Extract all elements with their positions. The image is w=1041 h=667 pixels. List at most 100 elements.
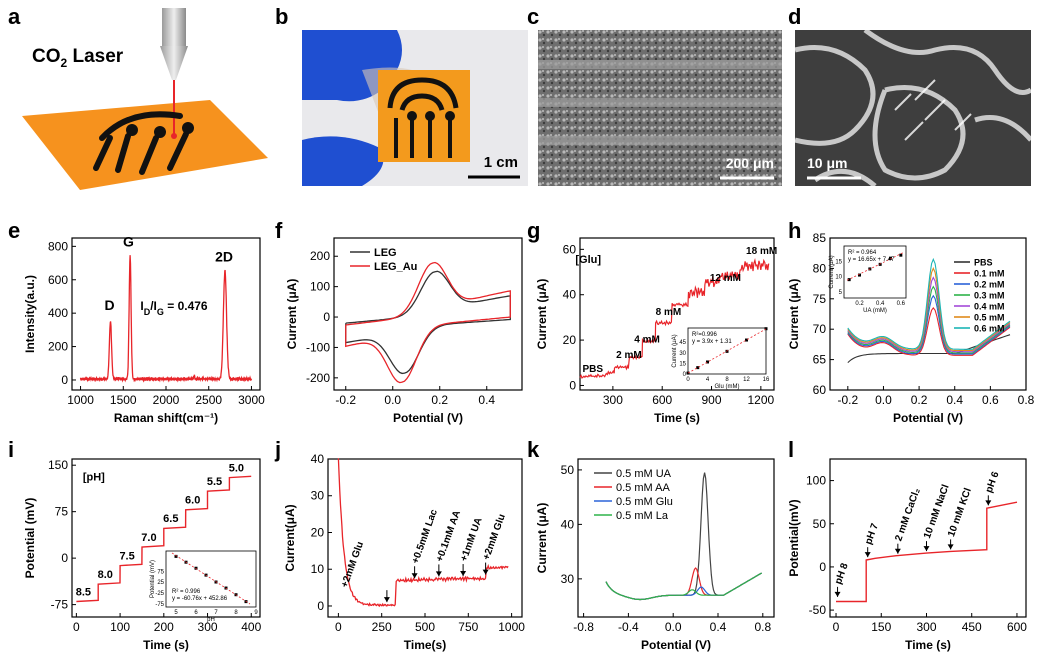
x-tick-label: 0 (73, 620, 80, 634)
dpv-curve (847, 257, 1011, 350)
step-label: 6.5 (163, 513, 178, 525)
arrow-head (834, 591, 841, 597)
x-tick-label: -0.8 (573, 620, 594, 634)
inset-frame (165, 550, 257, 608)
x-axis-label: Time (s) (654, 411, 700, 425)
inset-point (696, 366, 700, 370)
potential-trace (836, 501, 1018, 603)
legend-label: 0.6 mM (974, 324, 1005, 334)
y-tick-label: 0 (323, 310, 330, 324)
step-label: 2 mM (616, 350, 642, 361)
panel-label-a: a (8, 4, 21, 29)
scale-bar-label: 10 μm (807, 155, 848, 171)
x-tick-label: 0.8 (1018, 393, 1035, 407)
x-axis-label: Potential (V) (641, 638, 711, 652)
inset-r2: R² = 0.996 (172, 589, 201, 595)
legend-label: LEG (374, 247, 397, 259)
substrate-sheet (22, 100, 268, 190)
chart-k: -0.8 -0.4 0.0 0.4 0.8 30 40 50 Potential (V) Curr… (535, 458, 775, 652)
dpv-curve (847, 294, 1011, 355)
y-tick-label: 0 (61, 551, 68, 565)
x-tick-label: 3000 (238, 393, 265, 407)
y-tick-label: 10 (311, 562, 325, 576)
legend-label: 0.5 mM Glu (616, 496, 673, 508)
x-tick-label: -0.4 (618, 620, 639, 634)
inset-equation: y = -60.76x + 452.86 (172, 596, 228, 602)
y-tick-label: 200 (48, 340, 68, 354)
arrow-head (460, 571, 467, 577)
arrow-head (482, 569, 489, 575)
x-tick-label: 300 (603, 393, 623, 407)
legend-label: 0.5 mM UA (616, 468, 672, 480)
x-tick-label: 500 (415, 620, 435, 634)
inset-point (686, 371, 690, 375)
tag-label: [Glu] (575, 254, 601, 266)
x-tick-label: 0.0 (875, 393, 892, 407)
x-axis-label: Time (s) (143, 638, 189, 652)
y-tick-label: 70 (813, 322, 827, 336)
electrode-pattern (93, 111, 189, 175)
y-tick-label: 600 (48, 273, 68, 287)
selectivity-trace (337, 458, 509, 608)
inset-equation: y = 3.9x + 1.31 (692, 339, 732, 345)
glucose-response (579, 258, 770, 379)
orange-substrate (378, 70, 470, 162)
x-tick-label: 900 (702, 393, 722, 407)
x-tick-label: 750 (458, 620, 478, 634)
y-tick-label: 60 (563, 242, 577, 256)
inset-x-label: pH (207, 617, 215, 623)
inset-point (889, 256, 892, 260)
y-tick-label: 40 (311, 452, 325, 466)
plot-frame (577, 458, 775, 618)
x-tick-label: 2500 (195, 393, 222, 407)
x-tick-label: 250 (372, 620, 392, 634)
x-axis-label: Potential (V) (393, 411, 463, 425)
y-tick-label: 200 (310, 249, 330, 263)
arrow-head (411, 573, 418, 579)
x-tick-label: 0.4 (946, 393, 963, 407)
inset-tick-label: 15 (835, 259, 842, 265)
x-tick-label: 600 (1007, 620, 1027, 634)
inset-y-label: Current (μA) (672, 334, 678, 367)
tag-label: [pH] (83, 472, 105, 484)
x-tick-label: 0.8 (754, 620, 771, 634)
inset-tick-label: 0.6 (897, 301, 906, 307)
cv-leg (345, 270, 511, 375)
step-label: 8 mM (656, 307, 682, 318)
device-photo: 1 cm (302, 30, 528, 186)
x-tick-label: 450 (962, 620, 982, 634)
x-tick-label: 300 (198, 620, 218, 634)
x-tick-label: 0.2 (431, 393, 448, 407)
y-tick-label: 30 (311, 489, 325, 503)
inset: 0.2 0.4 0.6 5 10 15 UA (mM) Current (μA) R² = 0.… (829, 245, 907, 314)
inset-tick-label: 25 (157, 580, 164, 586)
laser-drawing (22, 8, 268, 190)
inset-point (764, 327, 768, 331)
legend-label: 0.5 mM La (616, 510, 669, 522)
y-axis-label: Current (μA) (285, 279, 299, 350)
x-tick-label: 1000 (498, 620, 525, 634)
inset-equation: y = 16.65x + 7.47 (848, 257, 895, 263)
y-tick-label: -100 (306, 340, 330, 354)
x-axis-label: Time (s) (905, 638, 951, 652)
chart-l: 0 150 300 450 600 -50 0 50 100 Time (s) Potential(… (787, 458, 1027, 652)
addition-label: pH 8 (833, 561, 851, 586)
addition-label: +0.1mM AA (434, 509, 463, 563)
scale-bar-label: 200 μm (725, 155, 774, 171)
y-tick-label: 75 (813, 292, 827, 306)
arrow-head (923, 546, 930, 552)
y-axis-label: Current (μA) (535, 503, 549, 574)
step-label: 8.5 (76, 586, 91, 598)
inset-frame (843, 245, 907, 299)
ph-response (76, 475, 252, 603)
x-tick-label: 2000 (153, 393, 180, 407)
plot-frame (829, 237, 1027, 391)
y-tick-label: 100 (310, 280, 330, 294)
y-tick-label: 150 (48, 458, 68, 472)
panel-label-h: h (788, 218, 802, 243)
legend-label: 0.5 mM (974, 313, 1005, 323)
addition-label: 2 mM CaCl₂ (893, 487, 922, 543)
y-axis-label: Current (μA) (535, 279, 549, 350)
inset-tick-label: 12 (743, 377, 750, 383)
